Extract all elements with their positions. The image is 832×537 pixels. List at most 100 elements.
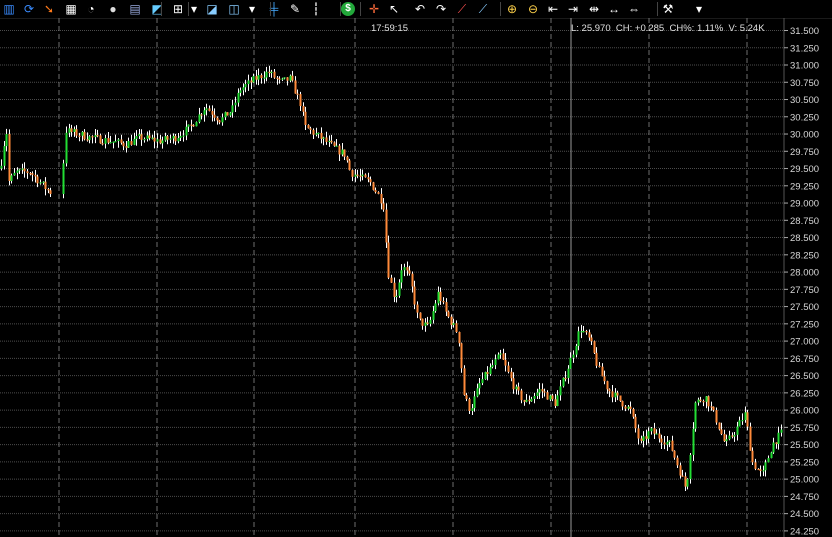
toolbar-separator	[188, 2, 189, 16]
price-tick-label: 28.750	[790, 216, 819, 227]
toolbar-separator	[500, 2, 501, 16]
candle-down	[226, 112, 229, 116]
dollar-icon[interactable]: $	[341, 2, 355, 16]
candle-up	[0, 165, 3, 169]
candle-down	[546, 392, 549, 400]
candle-down	[673, 450, 676, 458]
candle-down	[302, 106, 305, 112]
price-tick-label: 29.750	[790, 147, 819, 158]
candle-down	[455, 323, 458, 333]
bar-chart-icon[interactable]: ▥	[3, 2, 15, 16]
toolbar-separator	[360, 2, 361, 16]
candle-up	[81, 131, 84, 136]
candle-up	[39, 182, 42, 184]
candle-down	[775, 442, 778, 444]
scroll-right-icon[interactable]: ⇥	[567, 2, 579, 16]
draw-icon[interactable]: ⟋	[478, 2, 488, 16]
candle-up	[156, 139, 159, 142]
grid-icon[interactable]: ▦	[65, 2, 77, 16]
candle-down	[699, 399, 702, 402]
price-axis: 31.500 31.250 31.000 30.750 30.500 30.250 30.0…	[784, 26, 819, 537]
candle-down	[754, 462, 757, 469]
candle-up	[777, 432, 780, 444]
candle-up	[762, 470, 765, 472]
candle-down	[26, 171, 29, 174]
candle-up	[13, 172, 16, 176]
cursor-icon[interactable]: ↖	[388, 2, 400, 16]
wrench-icon[interactable]: ⚒	[662, 2, 674, 16]
dropdown-icon[interactable]: ▾	[248, 2, 256, 16]
candle-up	[499, 353, 502, 355]
candle-down	[276, 77, 279, 79]
candle-down	[325, 137, 328, 142]
candle-down	[517, 386, 520, 391]
layout-icon[interactable]: ⊞	[172, 2, 184, 16]
vertical-gridlines	[58, 18, 748, 537]
candle-down	[640, 438, 643, 441]
candle-up	[231, 105, 234, 113]
circle-icon[interactable]: ●	[109, 2, 117, 16]
candle-down	[564, 377, 567, 380]
trendline-icon[interactable]: ⟋	[457, 2, 467, 16]
arrow-icon[interactable]: ➘	[43, 2, 55, 16]
candle-up	[135, 136, 138, 139]
candle-down	[122, 142, 125, 147]
candle-up	[437, 291, 440, 304]
candle-up	[242, 87, 245, 91]
calculator-icon[interactable]: ▤	[129, 2, 141, 16]
price-tick-label: 30.000	[790, 130, 819, 141]
candle-up	[187, 124, 190, 127]
candle-up	[143, 139, 146, 141]
fit-icon[interactable]: ⇔	[628, 2, 640, 16]
candle-down	[413, 286, 416, 305]
candle-up	[452, 323, 455, 325]
redo-icon[interactable]: ↷	[435, 2, 447, 16]
candle-down	[380, 193, 383, 204]
candle-up	[317, 132, 320, 135]
candle-up	[198, 114, 201, 123]
candle-down	[504, 359, 507, 366]
candle-down	[718, 422, 721, 430]
candle-up	[283, 77, 286, 79]
pen-icon[interactable]: ✎	[289, 2, 301, 16]
price-tick-label: 25.500	[790, 440, 819, 451]
price-tick-label: 28.500	[790, 233, 819, 244]
shrink-icon[interactable]: ⇹	[588, 2, 600, 16]
drawing-chart-icon[interactable]: ◫	[228, 2, 240, 16]
candle-up	[473, 396, 476, 409]
candle-up	[736, 426, 739, 435]
candle-up	[582, 331, 585, 333]
candle-up	[182, 135, 185, 137]
expand-icon[interactable]: ↔	[608, 2, 620, 16]
gauge-icon[interactable]: ◔	[87, 2, 95, 16]
crosshair-icon[interactable]: ✛	[368, 2, 380, 16]
candle-up	[146, 135, 149, 140]
candle-up	[666, 441, 669, 445]
candle-icon[interactable]: ┇	[312, 2, 320, 16]
toolbar-separator	[657, 2, 658, 16]
candle-down	[543, 391, 546, 393]
candle-up	[668, 440, 671, 442]
zoom-out-icon[interactable]: ⊖	[527, 2, 539, 16]
candle-down	[330, 140, 333, 143]
price-tick-label: 30.750	[790, 78, 819, 89]
undo-icon[interactable]: ↶	[414, 2, 426, 16]
candle-down	[751, 450, 754, 463]
candle-up	[117, 139, 120, 142]
refresh-icon[interactable]: ⟳	[23, 2, 35, 16]
candle-down	[645, 436, 648, 439]
dropdown-icon[interactable]: ▾	[190, 2, 198, 16]
candle-up	[741, 420, 744, 422]
line-chart-icon[interactable]: ◪	[206, 2, 218, 16]
candle-down	[590, 337, 593, 342]
candle-down	[351, 170, 354, 177]
zoom-in-icon[interactable]: ⊕	[506, 2, 518, 16]
candle-up	[328, 140, 331, 143]
candle-up	[403, 267, 406, 271]
candle-down	[153, 137, 156, 142]
candle-up	[476, 388, 479, 397]
scroll-left-icon[interactable]: ⇤	[547, 2, 559, 16]
palette-icon[interactable]: ◩	[151, 2, 163, 16]
indicator-icon[interactable]: ╪	[269, 2, 279, 16]
dropdown-icon[interactable]: ▾	[695, 2, 703, 16]
